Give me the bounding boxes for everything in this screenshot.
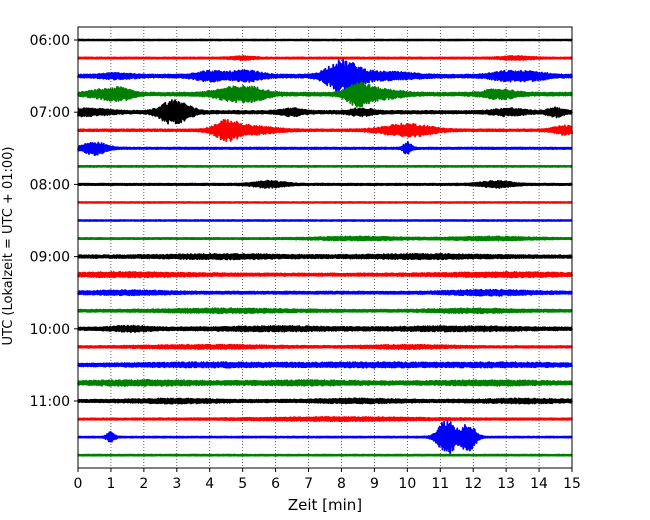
trace-9 [77, 201, 573, 204]
x-tick-label-10: 10 [398, 476, 416, 492]
y-tick-label-11:00: 11:00 [30, 394, 70, 410]
x-tick-label-7: 7 [304, 476, 313, 492]
trace-12 [77, 252, 573, 261]
trace-23 [77, 453, 573, 457]
trace-10 [77, 219, 573, 222]
x-tick-label-4: 4 [205, 476, 214, 492]
trace-group [77, 38, 573, 457]
x-tick-label-13: 13 [497, 476, 515, 492]
y-tick-label-06:00: 06:00 [30, 33, 70, 49]
trace-2 [77, 58, 573, 93]
trace-8 [77, 179, 573, 189]
plot-frame [77, 26, 573, 469]
trace-0 [77, 38, 573, 42]
trace-13 [77, 270, 573, 279]
trace-5 [77, 118, 573, 142]
y-tick-label-09:00: 09:00 [30, 250, 70, 266]
trace-4 [77, 99, 573, 125]
x-tick-label-14: 14 [530, 476, 548, 492]
trace-17 [77, 343, 573, 351]
y-axis-label: UTC (Lokalzeit = UTC + 01:00) [1, 147, 16, 346]
y-tick-label-08:00: 08:00 [30, 177, 70, 193]
x-tick-label-11: 11 [431, 476, 449, 492]
trace-1 [77, 55, 573, 61]
y-axis: 06:00 07:00 08:00 09:00 10:00 11:00 [30, 33, 78, 410]
x-tick-label-0: 0 [74, 476, 83, 492]
x-tick-label-2: 2 [139, 476, 148, 492]
x-tick-label-1: 1 [106, 476, 115, 492]
y-tick-label-07:00: 07:00 [30, 105, 70, 121]
trace-14 [77, 288, 573, 297]
x-tick-label-15: 15 [563, 476, 581, 492]
x-tick-label-12: 12 [464, 476, 482, 492]
x-tick-label-9: 9 [370, 476, 379, 492]
x-axis-label: Zeit [min] [288, 496, 362, 514]
trace-18 [77, 361, 573, 369]
trace-15 [77, 307, 573, 315]
x-axis: 0 1 2 3 4 5 6 7 8 9 10 11 12 13 14 15 [74, 468, 581, 492]
trace-20 [77, 397, 573, 405]
x-tick-label-6: 6 [271, 476, 280, 492]
y-tick-label-10:00: 10:00 [30, 322, 70, 338]
x-tick-label-3: 3 [172, 476, 181, 492]
trace-3 [77, 81, 573, 108]
x-tick-label-5: 5 [238, 476, 247, 492]
trace-21 [77, 415, 573, 423]
trace-11 [77, 235, 573, 242]
trace-7 [77, 164, 573, 168]
trace-16 [77, 324, 573, 334]
x-tick-label-8: 8 [337, 476, 346, 492]
trace-6 [77, 141, 573, 156]
trace-22 [77, 420, 573, 455]
trace-19 [77, 378, 573, 387]
